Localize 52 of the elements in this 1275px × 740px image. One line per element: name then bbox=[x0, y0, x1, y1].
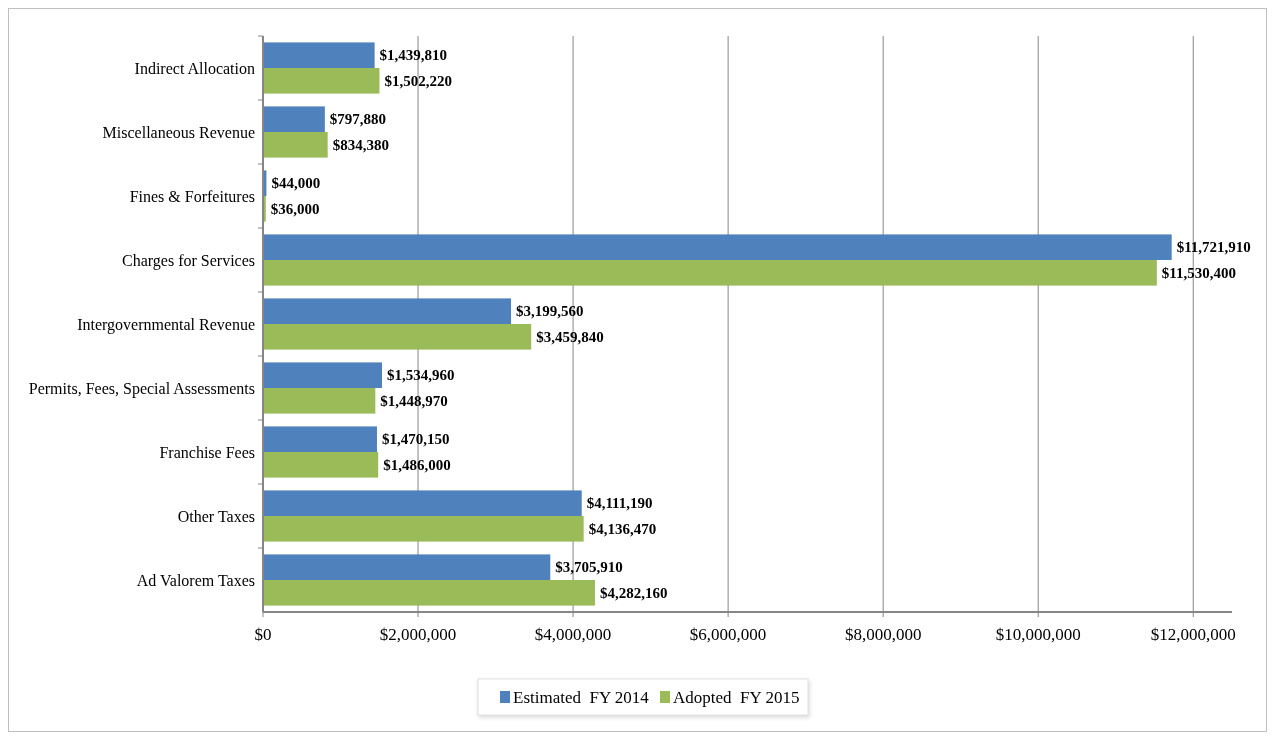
data-label: $4,111,190 bbox=[586, 495, 653, 512]
legend-label: Estimated FY 2014 bbox=[513, 687, 650, 707]
data-label: $1,448,970 bbox=[380, 393, 448, 410]
data-label: $1,439,810 bbox=[379, 47, 448, 64]
bar bbox=[263, 452, 379, 478]
y-tick-label: Charges for Services bbox=[122, 251, 255, 270]
bar bbox=[263, 68, 380, 94]
data-label: $11,530,400 bbox=[1161, 265, 1237, 282]
data-label: $1,534,960 bbox=[386, 367, 455, 384]
y-tick-label: Permits, Fees, Special Assessments bbox=[28, 379, 255, 398]
y-tick-label: Ad Valorem Taxes bbox=[136, 571, 255, 589]
bar bbox=[263, 324, 532, 350]
bar bbox=[263, 516, 584, 542]
x-tick-label: $2,000,000 bbox=[379, 625, 457, 644]
y-tick-label: Indirect Allocation bbox=[134, 59, 255, 77]
data-label: $44,000 bbox=[271, 175, 321, 192]
x-tick-label: $6,000,000 bbox=[689, 625, 767, 644]
data-label: $1,486,000 bbox=[383, 457, 451, 474]
bar bbox=[263, 388, 376, 414]
bar bbox=[263, 554, 551, 580]
data-label: $3,459,840 bbox=[536, 329, 604, 346]
y-tick-label: Intergovernmental Revenue bbox=[77, 315, 255, 334]
data-label: $4,136,470 bbox=[588, 521, 657, 538]
x-tick-label: $4,000,000 bbox=[534, 625, 612, 644]
data-label: $797,880 bbox=[329, 111, 387, 128]
y-tick-label: Fines & Forfeitures bbox=[129, 187, 255, 205]
legend-label: Adopted FY 2015 bbox=[673, 687, 800, 707]
y-tick-label: Miscellaneous Revenue bbox=[102, 123, 255, 141]
bar bbox=[263, 106, 325, 132]
bar bbox=[263, 362, 382, 388]
x-tick-label: $12,000,000 bbox=[1150, 625, 1236, 644]
data-label: $11,721,910 bbox=[1176, 239, 1251, 256]
bar bbox=[263, 298, 512, 324]
data-label: $3,199,560 bbox=[516, 303, 584, 320]
bar bbox=[263, 426, 377, 452]
y-tick-label: Franchise Fees bbox=[159, 443, 255, 461]
data-label: $834,380 bbox=[332, 137, 389, 154]
data-label: $36,000 bbox=[270, 201, 320, 218]
bar bbox=[263, 42, 375, 68]
bar bbox=[263, 490, 582, 516]
y-tick-label: Other Taxes bbox=[177, 507, 255, 525]
bar bbox=[263, 234, 1172, 260]
data-label: $1,470,150 bbox=[381, 431, 450, 448]
data-label: $1,502,220 bbox=[384, 73, 452, 90]
x-tick-label: $10,000,000 bbox=[995, 625, 1081, 644]
x-tick-label: $8,000,000 bbox=[844, 625, 922, 644]
data-label: $3,705,910 bbox=[555, 559, 623, 576]
data-label: $4,282,160 bbox=[599, 585, 668, 602]
bar bbox=[263, 132, 328, 158]
bar bbox=[263, 580, 595, 606]
x-tick-label: $0 bbox=[254, 625, 272, 644]
bar bbox=[263, 260, 1157, 286]
